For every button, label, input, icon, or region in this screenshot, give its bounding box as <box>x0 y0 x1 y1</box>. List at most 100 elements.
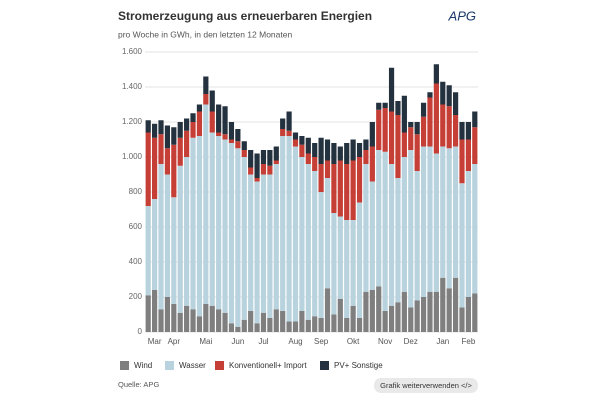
bar-segment <box>235 141 241 149</box>
bar-segment <box>286 130 292 136</box>
bar-segment <box>324 139 331 161</box>
bar-segment <box>228 139 235 143</box>
bar-segment <box>152 199 158 290</box>
bar-segment <box>209 132 215 306</box>
bar-segment <box>209 90 215 112</box>
bar-segment <box>280 136 286 311</box>
bar-segment <box>164 174 171 297</box>
bar-segment <box>414 134 420 171</box>
x-tick-label: Mai <box>199 337 212 346</box>
bar-segment <box>254 323 260 332</box>
x-tick-label: Feb <box>461 337 475 346</box>
bar-segment <box>177 312 183 332</box>
bar-segment <box>260 312 267 332</box>
bar-segment <box>190 137 196 310</box>
bar-segment <box>260 174 267 313</box>
bar-segment <box>228 122 235 140</box>
bar-segment <box>344 164 350 220</box>
bar-segment <box>363 139 369 150</box>
chart-subtitle: pro Woche in GWh, in den letzten 12 Mona… <box>118 29 292 39</box>
bar-segment <box>414 122 420 135</box>
bar-segment <box>344 318 350 332</box>
bar-segment <box>196 104 203 112</box>
bar-segment <box>299 311 305 332</box>
bar-segment <box>427 97 433 147</box>
bar-segment <box>408 122 414 128</box>
bar-segment <box>433 153 439 292</box>
bar-segment <box>299 144 305 157</box>
bar-segment <box>184 118 190 131</box>
bar-segment <box>376 109 382 150</box>
y-tick-label: 400 <box>129 257 143 266</box>
button[interactable] <box>374 378 478 393</box>
legend-label: Wind <box>134 361 152 370</box>
bar-segment <box>420 116 427 147</box>
bar-segment <box>280 311 286 332</box>
bar-segment <box>235 326 241 332</box>
button-label[interactable]: Grafik weiterverwenden </> <box>380 381 472 390</box>
bar-segment <box>324 288 331 332</box>
x-tick-label: Dez <box>404 337 418 346</box>
bar-segment <box>401 132 407 157</box>
bar-segment <box>344 220 350 318</box>
bar-segment <box>145 120 151 133</box>
bar-segment <box>382 151 388 311</box>
y-tick-label: 800 <box>129 187 143 196</box>
bar-segment <box>312 157 318 171</box>
bar-segment <box>420 297 427 332</box>
x-tick-label: Aug <box>288 337 302 346</box>
bar-segment <box>395 115 401 178</box>
bar-segment <box>446 148 452 289</box>
bar-segment <box>260 164 267 175</box>
bar-segment <box>414 171 420 301</box>
bar-segment <box>222 139 228 313</box>
bar-segment <box>235 129 241 142</box>
bar-segment <box>145 295 151 332</box>
bar-segment <box>184 130 190 157</box>
y-tick-label: 1.200 <box>122 117 143 126</box>
bar-segment <box>344 143 350 164</box>
bar-segment <box>190 309 196 332</box>
bar-segment <box>382 311 388 332</box>
bar-segment <box>401 157 407 292</box>
bar-segment <box>222 312 228 332</box>
bar-segment <box>324 178 331 289</box>
legend-label: Wasser <box>179 361 206 370</box>
bar-segment <box>241 157 247 320</box>
bar-segment <box>158 134 164 164</box>
bar-segment <box>388 111 395 164</box>
bar-segment <box>337 298 343 332</box>
bar-segment <box>459 122 465 140</box>
bar-segment <box>184 305 190 332</box>
bar-segment <box>292 321 299 332</box>
bar-segment <box>286 111 292 131</box>
legend-swatch <box>120 361 129 370</box>
bar-segment <box>459 139 465 184</box>
bar-segment <box>408 307 414 332</box>
bar-segment <box>312 143 318 157</box>
x-tick-label: Jun <box>231 337 244 346</box>
x-tick-label: Jan <box>436 337 449 346</box>
x-tick-label: Nov <box>378 337 392 346</box>
bar-segment <box>248 167 254 175</box>
bar-segment <box>299 136 305 145</box>
bar-segment <box>350 160 356 220</box>
bar-segment <box>465 297 471 332</box>
bar-segment <box>420 102 427 117</box>
bar-segment <box>312 171 318 317</box>
bar-segment <box>267 150 273 166</box>
bar-segment <box>350 305 356 332</box>
bar-segment <box>452 146 459 278</box>
bar-segment <box>209 305 215 332</box>
bar-segment <box>331 143 337 164</box>
bar-segment <box>171 127 177 145</box>
bar-segment <box>350 139 356 161</box>
bar-segment <box>427 92 433 98</box>
bar-segment <box>254 153 260 178</box>
bar-segment <box>408 127 414 150</box>
bar-segment <box>446 288 452 332</box>
bar-segment <box>388 164 395 306</box>
bar-segment <box>318 192 324 318</box>
bar-segment <box>414 300 420 332</box>
